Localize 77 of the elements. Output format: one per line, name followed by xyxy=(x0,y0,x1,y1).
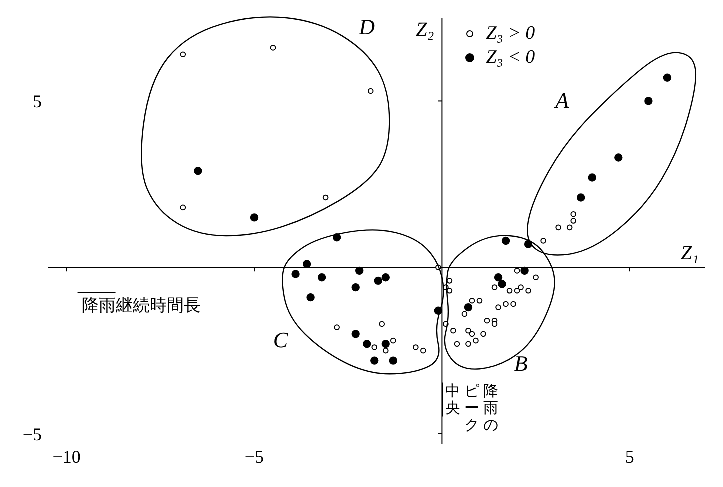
point xyxy=(454,341,460,348)
point xyxy=(506,288,513,294)
x-tick-label: −5 xyxy=(244,446,264,467)
legend-label: Z₃ < 0 xyxy=(486,47,536,69)
point xyxy=(382,348,389,354)
annotation: C xyxy=(273,327,288,352)
point xyxy=(334,324,340,330)
point xyxy=(503,301,509,308)
point xyxy=(570,211,576,218)
point xyxy=(469,298,476,304)
point xyxy=(514,268,520,274)
point xyxy=(466,328,472,334)
point xyxy=(498,280,506,288)
annotation: D xyxy=(358,14,376,40)
point xyxy=(496,304,502,310)
point xyxy=(577,194,586,202)
annotation: A xyxy=(554,88,570,113)
point xyxy=(382,340,390,348)
point xyxy=(556,224,562,231)
point xyxy=(450,328,456,334)
point xyxy=(663,74,672,82)
point xyxy=(363,340,372,348)
point xyxy=(492,321,498,328)
point xyxy=(476,298,483,304)
point xyxy=(372,344,378,350)
point xyxy=(368,88,374,94)
annotation: 降雨のピーク中央 xyxy=(446,382,499,434)
x-tick-label: 5 xyxy=(625,446,634,467)
y-axis-title: Z₂ xyxy=(416,19,434,41)
point xyxy=(180,52,186,58)
point xyxy=(469,331,476,338)
point xyxy=(520,266,529,276)
point xyxy=(389,356,398,365)
point xyxy=(382,273,390,282)
point xyxy=(480,331,486,338)
point xyxy=(540,238,546,244)
point xyxy=(570,218,576,224)
point xyxy=(492,284,498,290)
point xyxy=(352,283,360,292)
point xyxy=(322,194,329,201)
point xyxy=(526,288,532,294)
point xyxy=(306,293,315,302)
x-tick-label: −10 xyxy=(52,446,81,467)
point xyxy=(270,45,276,51)
point xyxy=(250,214,259,222)
point xyxy=(194,166,202,176)
point xyxy=(180,204,186,211)
point xyxy=(352,330,360,338)
point xyxy=(464,303,473,312)
point xyxy=(413,344,419,350)
point xyxy=(473,338,479,344)
point xyxy=(292,270,300,278)
annotation: 降雨継続時間長 xyxy=(82,296,201,316)
point xyxy=(462,311,468,318)
point xyxy=(533,274,539,280)
point xyxy=(644,97,653,106)
x-axis-title: Z₁ xyxy=(681,242,700,265)
point xyxy=(379,321,386,328)
point xyxy=(518,284,524,290)
point xyxy=(510,301,516,308)
point xyxy=(420,348,426,354)
point xyxy=(356,266,364,276)
point xyxy=(484,318,490,324)
point xyxy=(514,288,520,294)
point xyxy=(370,356,379,365)
point xyxy=(302,260,312,268)
point xyxy=(494,273,503,282)
point xyxy=(588,174,596,182)
legend-label: Z₃ > 0 xyxy=(486,23,536,45)
annotation: B xyxy=(514,350,528,376)
point xyxy=(466,341,472,348)
point xyxy=(374,276,382,286)
point xyxy=(502,236,510,246)
point xyxy=(614,154,623,162)
point xyxy=(318,273,326,282)
point xyxy=(566,224,573,231)
point xyxy=(390,338,396,344)
